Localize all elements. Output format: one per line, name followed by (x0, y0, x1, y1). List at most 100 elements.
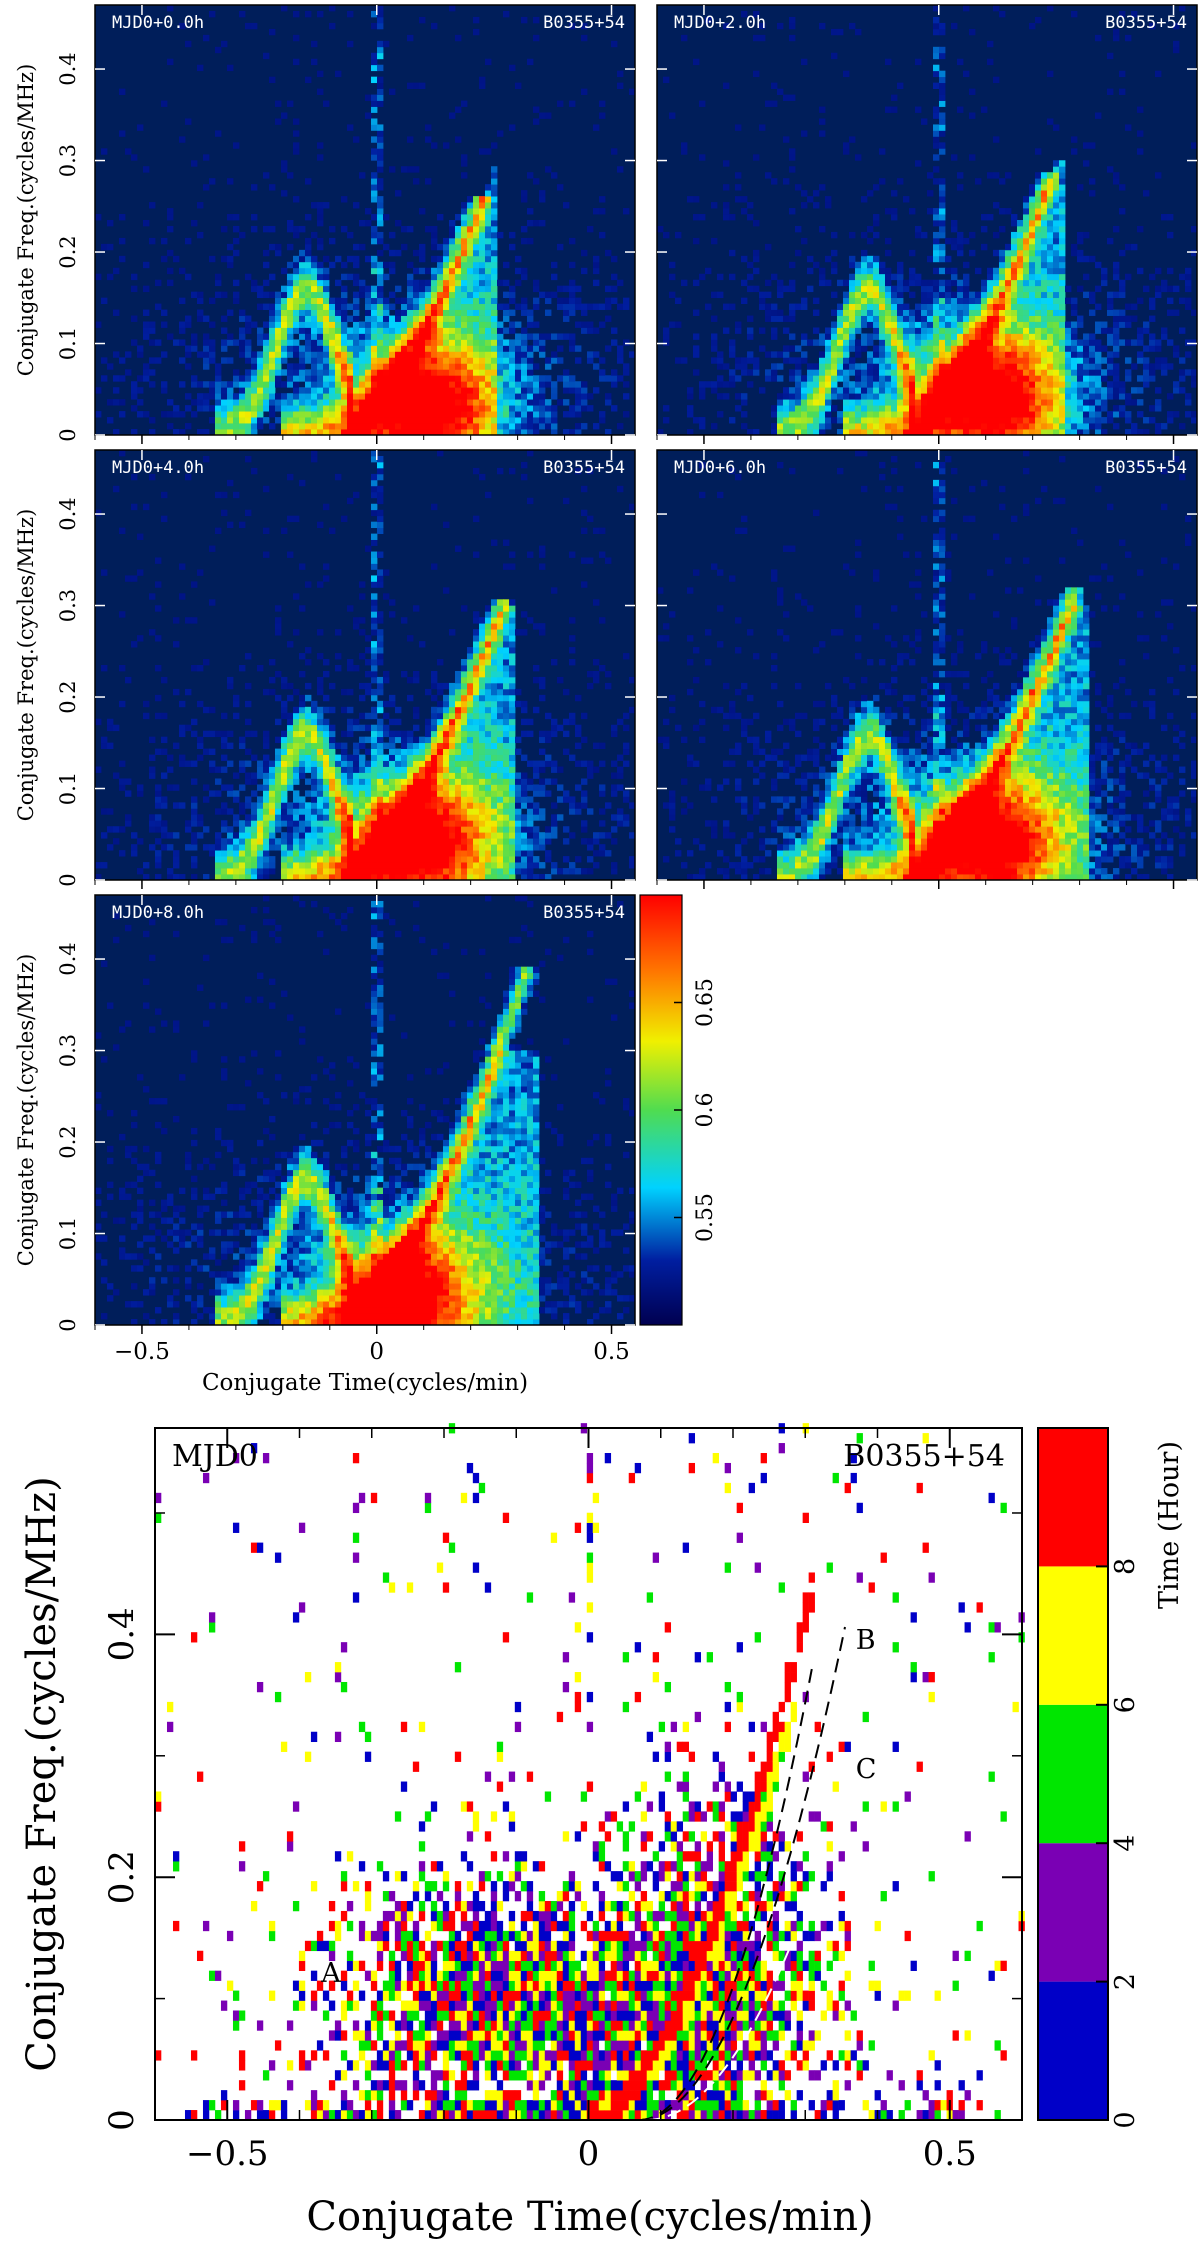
heatmap-cell (431, 327, 438, 334)
heatmap-cell (723, 327, 730, 334)
heatmap-cell (281, 393, 288, 400)
heatmap-cell (323, 100, 330, 107)
heatmap-cell (233, 874, 240, 881)
heatmap-cell (329, 381, 336, 388)
heatmap-cell (1023, 231, 1030, 239)
heatmap-cell (371, 429, 378, 436)
heatmap-cell (515, 339, 522, 346)
heatmap-cell (221, 40, 228, 48)
heatmap-cell (987, 267, 994, 275)
heatmap-cell (1113, 178, 1120, 185)
heatmap-cell (509, 423, 516, 430)
heatmap-cell (401, 345, 408, 352)
heatmap-cell (185, 724, 192, 732)
heatmap-cell (963, 339, 970, 346)
heatmap-cell (299, 712, 306, 720)
heatmap-cell (503, 393, 510, 400)
heatmap-cell (311, 455, 318, 463)
heatmap-cell (335, 778, 342, 785)
heatmap-cell (915, 309, 922, 316)
heatmap-cell (921, 381, 928, 388)
heatmap-cell (1035, 411, 1042, 418)
heatmap-cell (209, 10, 216, 18)
heatmap-cell (371, 778, 378, 785)
heatmap-cell (999, 208, 1006, 215)
heatmap-cell (1047, 297, 1054, 305)
heatmap-cell (353, 665, 360, 672)
heatmap-cell (897, 279, 904, 287)
heatmap-cell (1125, 273, 1132, 281)
heatmap-cell (335, 381, 342, 388)
heatmap-cell (257, 333, 264, 340)
heatmap-cell (933, 142, 940, 149)
heatmap-cell (747, 273, 754, 281)
heatmap-cell (257, 375, 264, 382)
heatmap-cell (897, 351, 904, 358)
heatmap-cell (371, 148, 378, 155)
heatmap-cell (753, 429, 760, 436)
heatmap-cell (485, 214, 492, 221)
heatmap-cell (521, 363, 528, 370)
heatmap-cell (371, 255, 378, 263)
heatmap-cell (449, 333, 456, 340)
heatmap-cell (281, 345, 288, 352)
heatmap-cell (347, 826, 354, 833)
panel-1-source-label: B0355+54 (1105, 13, 1187, 33)
heatmap-cell (467, 345, 474, 352)
heatmap-cell (299, 820, 306, 827)
heatmap-cell (161, 351, 168, 358)
heatmap-cell (885, 393, 892, 400)
heatmap-cell (933, 393, 940, 400)
heatmap-cell (813, 309, 820, 316)
heatmap-cell (909, 387, 916, 394)
heatmap-cell (245, 509, 252, 517)
heatmap-cell (413, 339, 420, 346)
heatmap-cell (503, 345, 510, 352)
heatmap-cell (407, 315, 414, 322)
heatmap-cell (323, 820, 330, 827)
heatmap-cell (581, 393, 588, 400)
heatmap-cell (1053, 357, 1060, 364)
heatmap-cell (1041, 375, 1048, 382)
heatmap-cell (515, 411, 522, 418)
heatmap-cell (449, 393, 456, 400)
heatmap-cell (1047, 375, 1054, 382)
heatmap-cell (521, 393, 528, 400)
heatmap-cell (539, 333, 546, 340)
heatmap-cell (371, 225, 378, 233)
heatmap-cell (323, 844, 330, 851)
heatmap-cell (473, 208, 480, 215)
heatmap-cell (431, 387, 438, 394)
heatmap-cell (347, 339, 354, 346)
heatmap-cell (813, 339, 820, 346)
heatmap-cell (299, 802, 306, 809)
heatmap-cell (215, 273, 222, 281)
heatmap-cell (1071, 417, 1078, 424)
heatmap-cell (299, 417, 306, 424)
heatmap-cell (963, 423, 970, 430)
heatmap-cell (1107, 333, 1114, 340)
heatmap-cell (371, 423, 378, 430)
heatmap-cell (299, 742, 306, 750)
heatmap-cell (299, 375, 306, 382)
heatmap-cell (927, 327, 934, 334)
heatmap-cell (263, 730, 270, 738)
heatmap-cell (479, 243, 486, 251)
heatmap-cell (365, 545, 372, 552)
heatmap-cell (311, 303, 318, 310)
heatmap-cell (963, 369, 970, 376)
heatmap-cell (221, 423, 228, 430)
heatmap-cell (341, 790, 348, 797)
heatmap-cell (825, 333, 832, 340)
heatmap-cell (395, 339, 402, 346)
heatmap-cell (1065, 393, 1072, 400)
heatmap-cell (903, 351, 910, 358)
heatmap-cell (1077, 321, 1084, 328)
heatmap-cell (915, 160, 922, 167)
heatmap-cell (933, 243, 940, 251)
heatmap-cell (1053, 387, 1060, 394)
heatmap-cell (1047, 243, 1054, 251)
heatmap-cell (455, 327, 462, 334)
heatmap-cell (981, 225, 988, 233)
heatmap-cell (233, 790, 240, 797)
